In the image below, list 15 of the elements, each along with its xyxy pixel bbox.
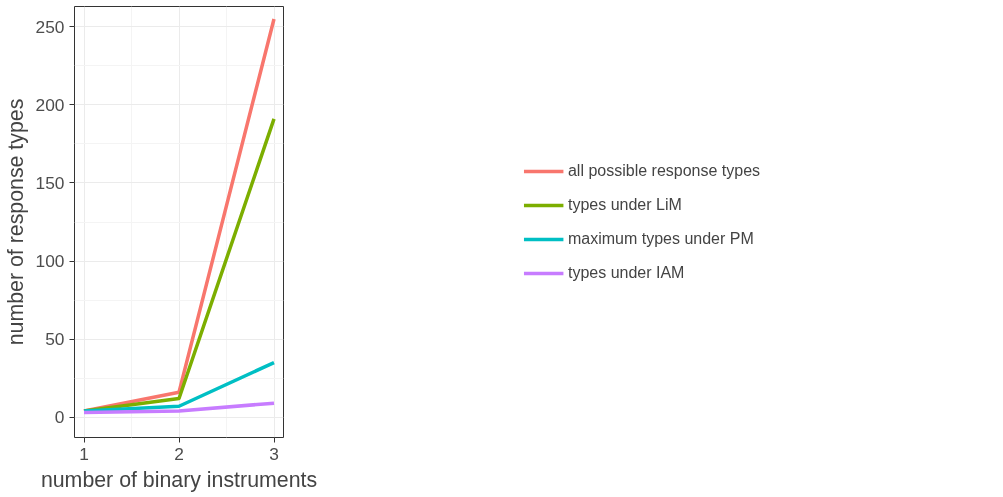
- y-tick-label: 250: [35, 16, 65, 37]
- x-tick-label: 3: [269, 443, 279, 464]
- y-tick-label: 50: [45, 329, 65, 350]
- legend-label: types under IAM: [567, 263, 685, 282]
- y-tick-label: 200: [35, 94, 65, 115]
- y-axis-title: number of response types: [3, 98, 28, 346]
- x-tick-label: 2: [174, 443, 184, 464]
- x-axis-title: number of binary instruments: [40, 467, 318, 492]
- legend-label: types under LiM: [567, 195, 682, 214]
- y-tick-label: 0: [54, 407, 65, 428]
- legend-label: maximum types under PM: [567, 229, 754, 248]
- legend-label: all possible response types: [567, 161, 761, 180]
- x-tick-label: 1: [79, 443, 89, 464]
- y-tick-label: 150: [35, 172, 65, 193]
- y-tick-label: 100: [35, 251, 65, 272]
